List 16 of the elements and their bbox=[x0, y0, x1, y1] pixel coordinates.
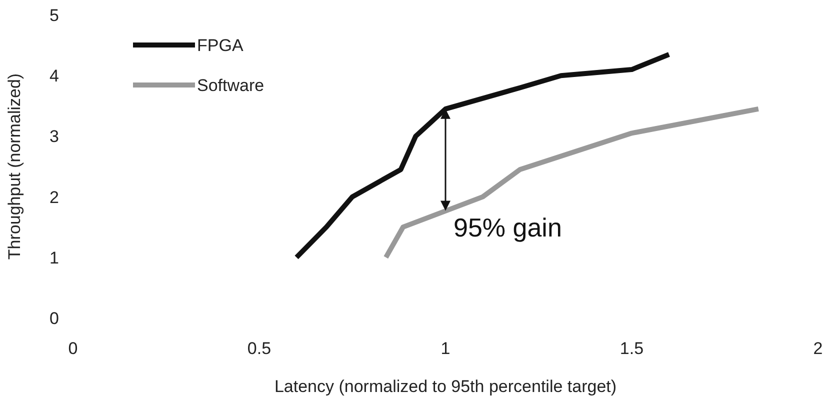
y-tick-label: 0 bbox=[50, 308, 59, 328]
x-tick-label: 0 bbox=[68, 339, 78, 358]
x-tick-label: 1 bbox=[440, 339, 450, 358]
x-tick-label: 1.5 bbox=[620, 339, 644, 358]
y-tick-label: 2 bbox=[50, 188, 59, 207]
annotation: 95% gain bbox=[454, 212, 562, 243]
y-tick-label: 5 bbox=[50, 6, 59, 25]
legend-label: Software bbox=[197, 76, 264, 95]
y-axis-title: Throughput (normalized) bbox=[5, 73, 24, 260]
y-tick-label: 3 bbox=[50, 127, 59, 146]
x-tick-label: 2 bbox=[813, 339, 823, 358]
legend-label: FPGA bbox=[197, 36, 244, 55]
y-tick-label: 4 bbox=[50, 66, 59, 86]
x-tick-label: 0.5 bbox=[247, 339, 272, 358]
x-axis-title: Latency (normalized to 95th percentile target) bbox=[274, 377, 617, 396]
y-tick-label: 1 bbox=[50, 248, 59, 268]
